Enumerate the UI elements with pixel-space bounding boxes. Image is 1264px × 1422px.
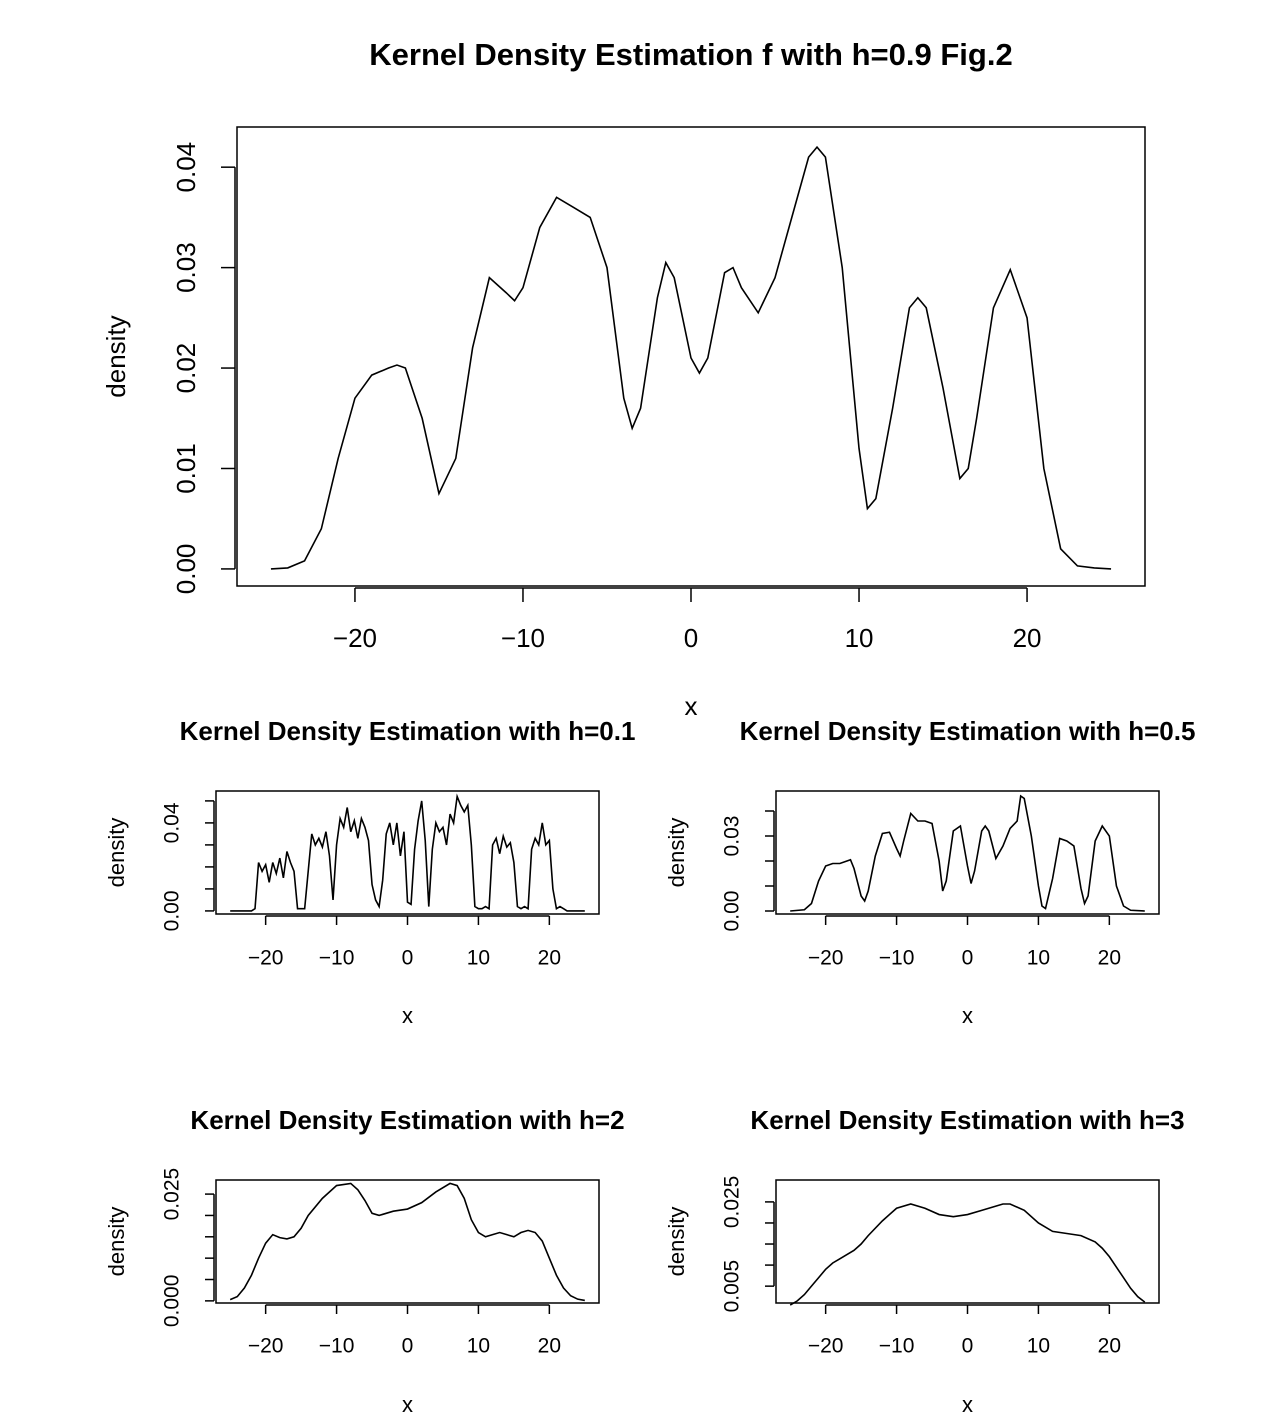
- x-tick-label: 10: [1027, 947, 1050, 970]
- x-tick-label: −20: [808, 947, 844, 970]
- x-tick-label: 10: [467, 1335, 490, 1358]
- x-tick-label: −10: [879, 947, 915, 970]
- chart-title: Kernel Density Estimation with h=3: [750, 1105, 1184, 1135]
- y-axis-label: density: [104, 818, 129, 888]
- x-axis-label: x: [402, 1392, 413, 1417]
- x-axis-label: x: [402, 1003, 413, 1028]
- y-tick-label: 0.025: [721, 1176, 744, 1229]
- y-tick-label: 0.025: [161, 1168, 184, 1221]
- chart-title: Kernel Density Estimation with h=0.5: [740, 716, 1196, 746]
- density-line: [790, 794, 1145, 912]
- y-tick-label: 0.000: [161, 1275, 184, 1328]
- y-tick-label: 0.03: [721, 816, 744, 857]
- x-tick-label: −20: [333, 623, 377, 653]
- plot-box: [215, 1179, 600, 1304]
- y-tick-label: 0.00: [171, 544, 201, 595]
- y-tick-label: 0.04: [171, 142, 201, 193]
- x-tick-label: 20: [1098, 1335, 1121, 1358]
- x-tick-label: 0: [962, 1335, 974, 1358]
- plot-box: [775, 1179, 1160, 1304]
- x-axis-label: x: [962, 1392, 973, 1417]
- x-tick-label: 0: [684, 623, 698, 653]
- x-tick-label: 20: [1098, 947, 1121, 970]
- x-tick-label: 0: [962, 947, 974, 970]
- y-tick-label: 0.02: [171, 343, 201, 394]
- x-tick-label: −10: [319, 947, 355, 970]
- x-tick-label: 0: [402, 1335, 414, 1358]
- density-line: [789, 1203, 1146, 1306]
- chart-title: Kernel Density Estimation f with h=0.9 F…: [369, 37, 1012, 72]
- x-tick-label: 20: [538, 1335, 561, 1358]
- y-tick-label: 0.01: [171, 443, 201, 494]
- x-tick-label: 0: [402, 947, 414, 970]
- x-tick-label: 20: [538, 947, 561, 970]
- x-tick-label: 10: [467, 947, 490, 970]
- x-axis-label: x: [962, 1003, 973, 1028]
- density-line: [270, 145, 1112, 570]
- y-axis-label: density: [104, 1207, 129, 1277]
- density-line: [230, 793, 585, 912]
- x-tick-label: −10: [501, 623, 545, 653]
- chart-title: Kernel Density Estimation with h=2: [190, 1105, 624, 1135]
- x-tick-label: 10: [845, 623, 874, 653]
- x-tick-label: −10: [319, 1335, 355, 1358]
- plot-box: [775, 790, 1160, 915]
- x-tick-label: −20: [808, 1335, 844, 1358]
- y-tick-label: 0.04: [161, 802, 184, 843]
- x-tick-label: −20: [248, 947, 284, 970]
- x-tick-label: 20: [1013, 623, 1042, 653]
- chart-title: Kernel Density Estimation with h=0.1: [180, 716, 636, 746]
- x-tick-label: −20: [248, 1335, 284, 1358]
- plot-box: [236, 126, 1146, 587]
- y-axis-label: density: [664, 1207, 689, 1277]
- y-axis-label: density: [101, 315, 131, 397]
- density-line: [229, 1182, 585, 1302]
- y-axis-label: density: [664, 818, 689, 888]
- x-axis-label: x: [685, 691, 698, 721]
- y-tick-label: 0.005: [721, 1260, 744, 1313]
- y-tick-label: 0.00: [721, 891, 744, 932]
- x-tick-label: 10: [1027, 1335, 1050, 1358]
- plot-box: [215, 790, 600, 915]
- y-tick-label: 0.00: [161, 890, 184, 931]
- y-tick-label: 0.03: [171, 242, 201, 293]
- x-tick-label: −10: [879, 1335, 915, 1358]
